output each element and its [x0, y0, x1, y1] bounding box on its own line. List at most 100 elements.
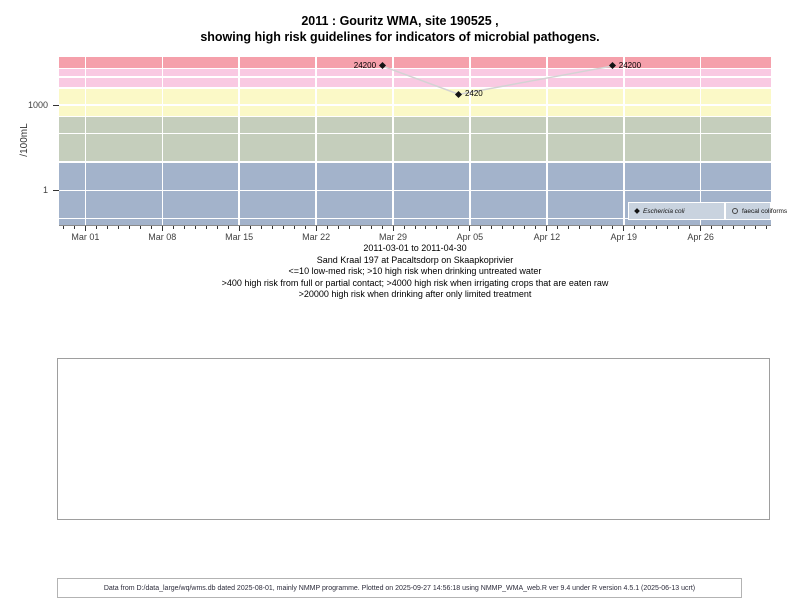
v-gridline	[546, 57, 548, 225]
legend-item-eschericia-coli: Eschericia coli	[628, 202, 725, 220]
axis-subtitle-block: 2011-03-01 to 2011-04-30 Sand Kraal 197 …	[59, 243, 771, 301]
x-minor-tick	[590, 226, 592, 229]
x-tick-label: Mar 22	[302, 232, 331, 242]
x-minor-tick	[348, 226, 350, 229]
x-minor-tick	[436, 226, 438, 229]
h-gridline	[59, 132, 771, 135]
x-minor-tick	[381, 226, 383, 229]
x-major-tick	[84, 226, 86, 231]
x-minor-tick	[359, 226, 361, 229]
x-minor-tick	[689, 226, 691, 229]
x-minor-tick	[326, 226, 328, 229]
v-gridline	[315, 57, 317, 225]
x-minor-tick	[95, 226, 97, 229]
x-minor-tick	[370, 226, 372, 229]
x-minor-tick	[612, 226, 614, 229]
x-tick-label: Apr 26	[687, 232, 714, 242]
x-tick-label: Mar 01	[71, 232, 100, 242]
empty-panel	[57, 358, 770, 520]
x-minor-tick	[645, 226, 647, 229]
x-tick-label: Apr 19	[610, 232, 638, 242]
x-minor-tick	[194, 226, 196, 229]
x-minor-tick	[227, 226, 229, 229]
guideline-line3: >20000 high risk when drinking after onl…	[298, 289, 532, 299]
x-minor-tick	[183, 226, 185, 229]
x-minor-tick	[403, 226, 405, 229]
y-tick	[53, 104, 59, 106]
x-minor-tick	[216, 226, 218, 229]
chart-title-line2: showing high risk guidelines for indicat…	[200, 30, 600, 44]
y-tick-label: 1	[42, 184, 48, 195]
y-tick-label: 1000	[27, 99, 48, 110]
h-gridline	[59, 104, 771, 106]
risk-band-high-risk-drinking-untreated	[59, 116, 771, 162]
x-minor-tick	[568, 226, 570, 229]
x-minor-tick	[447, 226, 449, 229]
legend-label: faecal coliforms	[742, 207, 788, 215]
x-major-tick	[469, 226, 471, 231]
x-minor-tick	[106, 226, 108, 229]
x-minor-tick	[480, 226, 482, 229]
data-point-label: 24200	[353, 60, 377, 70]
x-minor-tick	[139, 226, 141, 229]
x-minor-tick	[425, 226, 427, 229]
x-tick-label: Mar 15	[225, 232, 254, 242]
x-major-tick	[392, 226, 394, 231]
x-major-tick	[238, 226, 240, 231]
x-minor-tick	[205, 226, 207, 229]
x-minor-tick	[128, 226, 130, 229]
x-major-tick	[546, 226, 548, 231]
v-gridline	[392, 57, 394, 225]
x-minor-tick	[172, 226, 174, 229]
h-gridline	[59, 189, 771, 192]
h-gridline	[59, 67, 771, 70]
x-minor-tick	[755, 226, 757, 229]
x-major-tick	[700, 226, 702, 231]
guideline-line1: <=10 low-med risk; >10 high risk when dr…	[288, 266, 542, 276]
x-minor-tick	[513, 226, 515, 229]
v-gridline	[699, 57, 702, 225]
x-axis-date-range: 2011-03-01 to 2011-04-30	[363, 243, 467, 253]
x-minor-tick	[249, 226, 251, 229]
x-minor-tick	[150, 226, 152, 229]
x-minor-tick	[73, 226, 75, 229]
x-minor-tick	[656, 226, 658, 229]
x-minor-tick	[458, 226, 460, 229]
h-gridline	[59, 76, 771, 78]
x-tick-label: Mar 08	[148, 232, 177, 242]
x-minor-tick	[766, 226, 768, 229]
footer: Data from D:/data_large/wq/wms.db dated …	[57, 578, 742, 598]
x-major-tick	[623, 226, 625, 231]
x-minor-tick	[337, 226, 339, 229]
x-minor-tick	[414, 226, 416, 229]
x-minor-tick	[733, 226, 735, 229]
data-point-label: 24200	[618, 60, 642, 70]
guideline-line2: >400 high risk from full or partial cont…	[221, 277, 609, 288]
v-gridline	[623, 57, 625, 225]
data-point-label: 2420	[464, 89, 483, 99]
chart-title: 2011 : Gouritz WMA, site 190525 , showin…	[0, 13, 800, 45]
x-minor-tick	[260, 226, 262, 229]
filled-diamond-icon	[634, 208, 640, 214]
x-major-tick	[161, 226, 163, 231]
h-gridline	[59, 115, 771, 118]
v-gridline	[84, 57, 87, 225]
legend-item-faecal-coliforms: faecal coliforms	[725, 202, 787, 220]
x-minor-tick	[491, 226, 493, 229]
x-minor-tick	[711, 226, 713, 229]
x-tick-label: Mar 29	[379, 232, 408, 242]
x-minor-tick	[678, 226, 680, 229]
x-major-tick	[315, 226, 317, 231]
v-gridline	[238, 57, 240, 225]
x-minor-tick	[282, 226, 284, 229]
x-axis-line	[59, 225, 771, 226]
x-minor-tick	[722, 226, 724, 229]
v-gridline	[469, 57, 471, 225]
h-gridline	[59, 87, 771, 89]
x-tick-label: Apr 12	[533, 232, 561, 242]
x-minor-tick	[502, 226, 504, 229]
chart-title-line1: 2011 : Gouritz WMA, site 190525 ,	[301, 14, 499, 28]
y-tick	[53, 189, 59, 191]
x-tick-label: Apr 05	[456, 232, 484, 242]
